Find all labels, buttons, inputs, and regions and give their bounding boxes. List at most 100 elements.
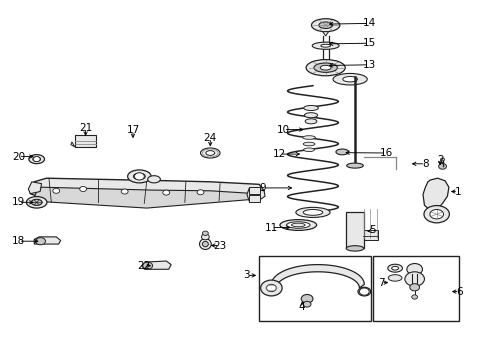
- Ellipse shape: [305, 119, 316, 124]
- Ellipse shape: [342, 77, 357, 82]
- Circle shape: [440, 158, 444, 161]
- Text: 4: 4: [298, 302, 305, 312]
- Polygon shape: [322, 32, 328, 36]
- Ellipse shape: [387, 275, 401, 281]
- Ellipse shape: [302, 136, 315, 139]
- Text: 9: 9: [259, 183, 266, 193]
- Circle shape: [406, 264, 422, 275]
- Circle shape: [409, 284, 419, 291]
- Circle shape: [266, 284, 276, 292]
- Text: 20: 20: [12, 152, 25, 162]
- Text: 14: 14: [362, 18, 375, 28]
- Ellipse shape: [387, 264, 402, 272]
- Circle shape: [201, 234, 209, 240]
- Polygon shape: [34, 237, 61, 244]
- Bar: [259, 256, 370, 321]
- Circle shape: [197, 190, 203, 195]
- Text: 24: 24: [203, 132, 217, 143]
- Text: 18: 18: [12, 236, 25, 246]
- Ellipse shape: [391, 266, 398, 270]
- Ellipse shape: [423, 206, 448, 223]
- Ellipse shape: [303, 148, 314, 152]
- Circle shape: [33, 157, 40, 162]
- Bar: [362, 230, 377, 240]
- Ellipse shape: [346, 246, 363, 251]
- Polygon shape: [246, 188, 264, 202]
- Ellipse shape: [26, 197, 47, 208]
- Polygon shape: [30, 178, 264, 203]
- Text: 1: 1: [454, 186, 461, 197]
- Ellipse shape: [318, 22, 332, 28]
- Circle shape: [202, 231, 208, 235]
- Text: 23: 23: [213, 240, 226, 251]
- Polygon shape: [271, 265, 364, 288]
- Ellipse shape: [335, 149, 348, 155]
- Text: 12: 12: [272, 149, 286, 159]
- Ellipse shape: [311, 19, 339, 32]
- Circle shape: [36, 238, 45, 245]
- Circle shape: [411, 295, 417, 299]
- Ellipse shape: [127, 170, 151, 183]
- Ellipse shape: [303, 142, 314, 146]
- Bar: [249, 195, 260, 202]
- Ellipse shape: [29, 154, 44, 163]
- Text: 22: 22: [137, 261, 151, 271]
- Text: 11: 11: [264, 222, 278, 233]
- Circle shape: [142, 262, 152, 269]
- Circle shape: [438, 163, 446, 169]
- Text: 16: 16: [379, 148, 392, 158]
- Polygon shape: [34, 187, 260, 208]
- Ellipse shape: [199, 239, 211, 249]
- Circle shape: [303, 301, 310, 307]
- Ellipse shape: [31, 199, 42, 205]
- Circle shape: [301, 294, 312, 303]
- Ellipse shape: [133, 173, 145, 180]
- Ellipse shape: [429, 210, 443, 219]
- Circle shape: [163, 190, 169, 195]
- Polygon shape: [71, 142, 75, 147]
- Ellipse shape: [332, 73, 366, 85]
- Polygon shape: [142, 261, 171, 269]
- Ellipse shape: [303, 210, 322, 215]
- Ellipse shape: [313, 63, 337, 72]
- Text: 8: 8: [421, 159, 428, 169]
- Ellipse shape: [305, 59, 345, 76]
- Ellipse shape: [279, 220, 316, 230]
- Ellipse shape: [320, 44, 330, 47]
- Circle shape: [121, 189, 128, 194]
- Text: 2: 2: [436, 155, 443, 165]
- Text: 7: 7: [377, 278, 384, 288]
- Bar: [372, 256, 458, 321]
- Circle shape: [404, 272, 424, 286]
- Circle shape: [80, 186, 86, 192]
- Ellipse shape: [202, 241, 208, 247]
- Bar: [75, 135, 96, 147]
- Text: 5: 5: [368, 225, 375, 235]
- Ellipse shape: [205, 151, 214, 156]
- Polygon shape: [422, 178, 448, 211]
- Ellipse shape: [346, 163, 363, 168]
- Text: 19: 19: [12, 197, 25, 207]
- Ellipse shape: [312, 42, 339, 49]
- Ellipse shape: [200, 148, 220, 158]
- Text: 10: 10: [277, 125, 289, 135]
- Circle shape: [260, 280, 282, 296]
- Ellipse shape: [303, 105, 318, 111]
- Polygon shape: [28, 182, 41, 194]
- Ellipse shape: [33, 157, 41, 161]
- Ellipse shape: [286, 222, 309, 228]
- Ellipse shape: [147, 176, 160, 183]
- Text: 13: 13: [362, 60, 375, 70]
- Ellipse shape: [357, 287, 370, 296]
- Ellipse shape: [320, 66, 330, 70]
- Text: 17: 17: [126, 125, 140, 135]
- Ellipse shape: [304, 113, 317, 118]
- Bar: [249, 187, 260, 194]
- Text: 15: 15: [362, 38, 375, 48]
- Text: 3: 3: [243, 270, 250, 280]
- Text: 6: 6: [455, 287, 462, 297]
- Text: 21: 21: [79, 123, 92, 133]
- Ellipse shape: [295, 207, 329, 217]
- Circle shape: [134, 173, 144, 180]
- Ellipse shape: [291, 223, 305, 227]
